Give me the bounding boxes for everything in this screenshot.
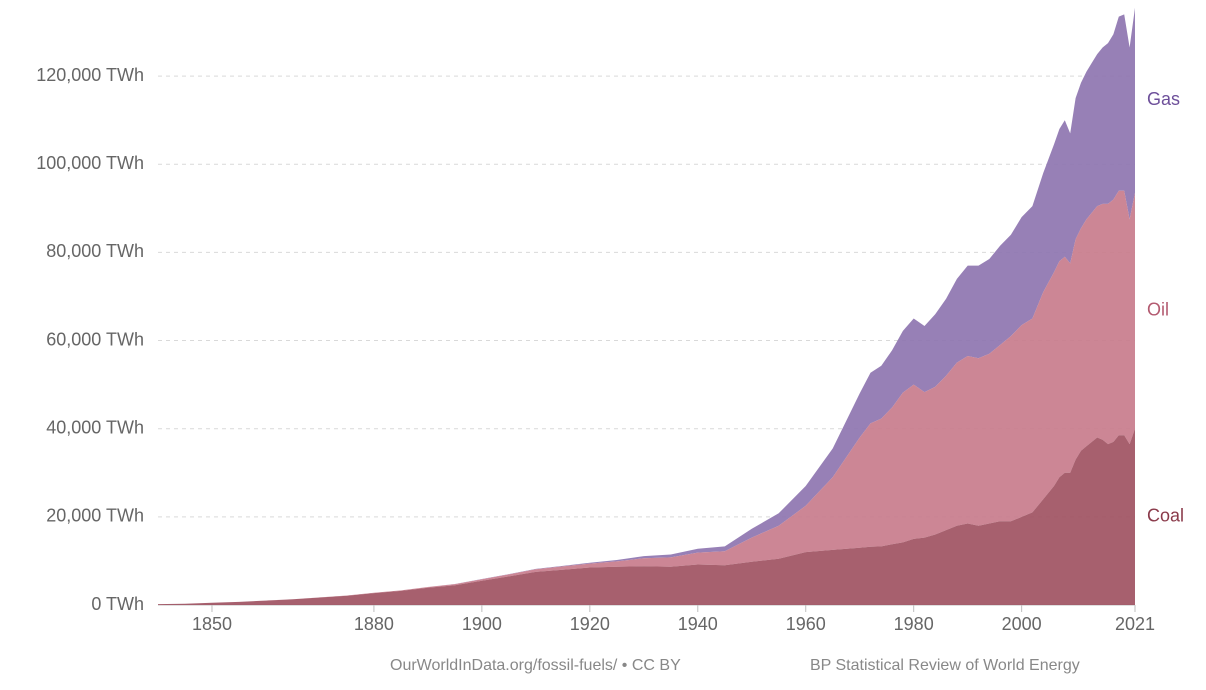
series-label-gas: Gas — [1147, 89, 1180, 109]
y-tick-label: 40,000 TWh — [46, 417, 144, 437]
y-tick-label: 60,000 TWh — [46, 329, 144, 349]
x-tick-label: 1960 — [786, 614, 826, 634]
x-tick-label: 1980 — [894, 614, 934, 634]
x-tick-label: 1920 — [570, 614, 610, 634]
x-tick-label: 2000 — [1002, 614, 1042, 634]
series-label-coal: Coal — [1147, 506, 1184, 526]
source-text: BP Statistical Review of World Energy — [810, 657, 1080, 674]
y-tick-label: 120,000 TWh — [36, 65, 144, 85]
y-tick-label: 20,000 TWh — [46, 506, 144, 526]
y-tick-label: 0 TWh — [91, 594, 144, 614]
x-tick-label: 2021 — [1115, 614, 1155, 634]
x-tick-label: 1850 — [192, 614, 232, 634]
x-tick-label: 1940 — [678, 614, 718, 634]
x-tick-label: 1880 — [354, 614, 394, 634]
y-tick-label: 80,000 TWh — [46, 241, 144, 261]
series-label-oil: Oil — [1147, 300, 1169, 320]
fossil-energy-stacked-area-chart: 0 TWh 20,000 TWh 40,000 TWh 60,000 TWh 80,00… — [0, 0, 1206, 690]
y-tick-label: 100,000 TWh — [36, 153, 144, 173]
x-tick-label: 1900 — [462, 614, 502, 634]
source-link: OurWorldInData.org/fossil-fuels/ • CC BY — [390, 657, 681, 674]
